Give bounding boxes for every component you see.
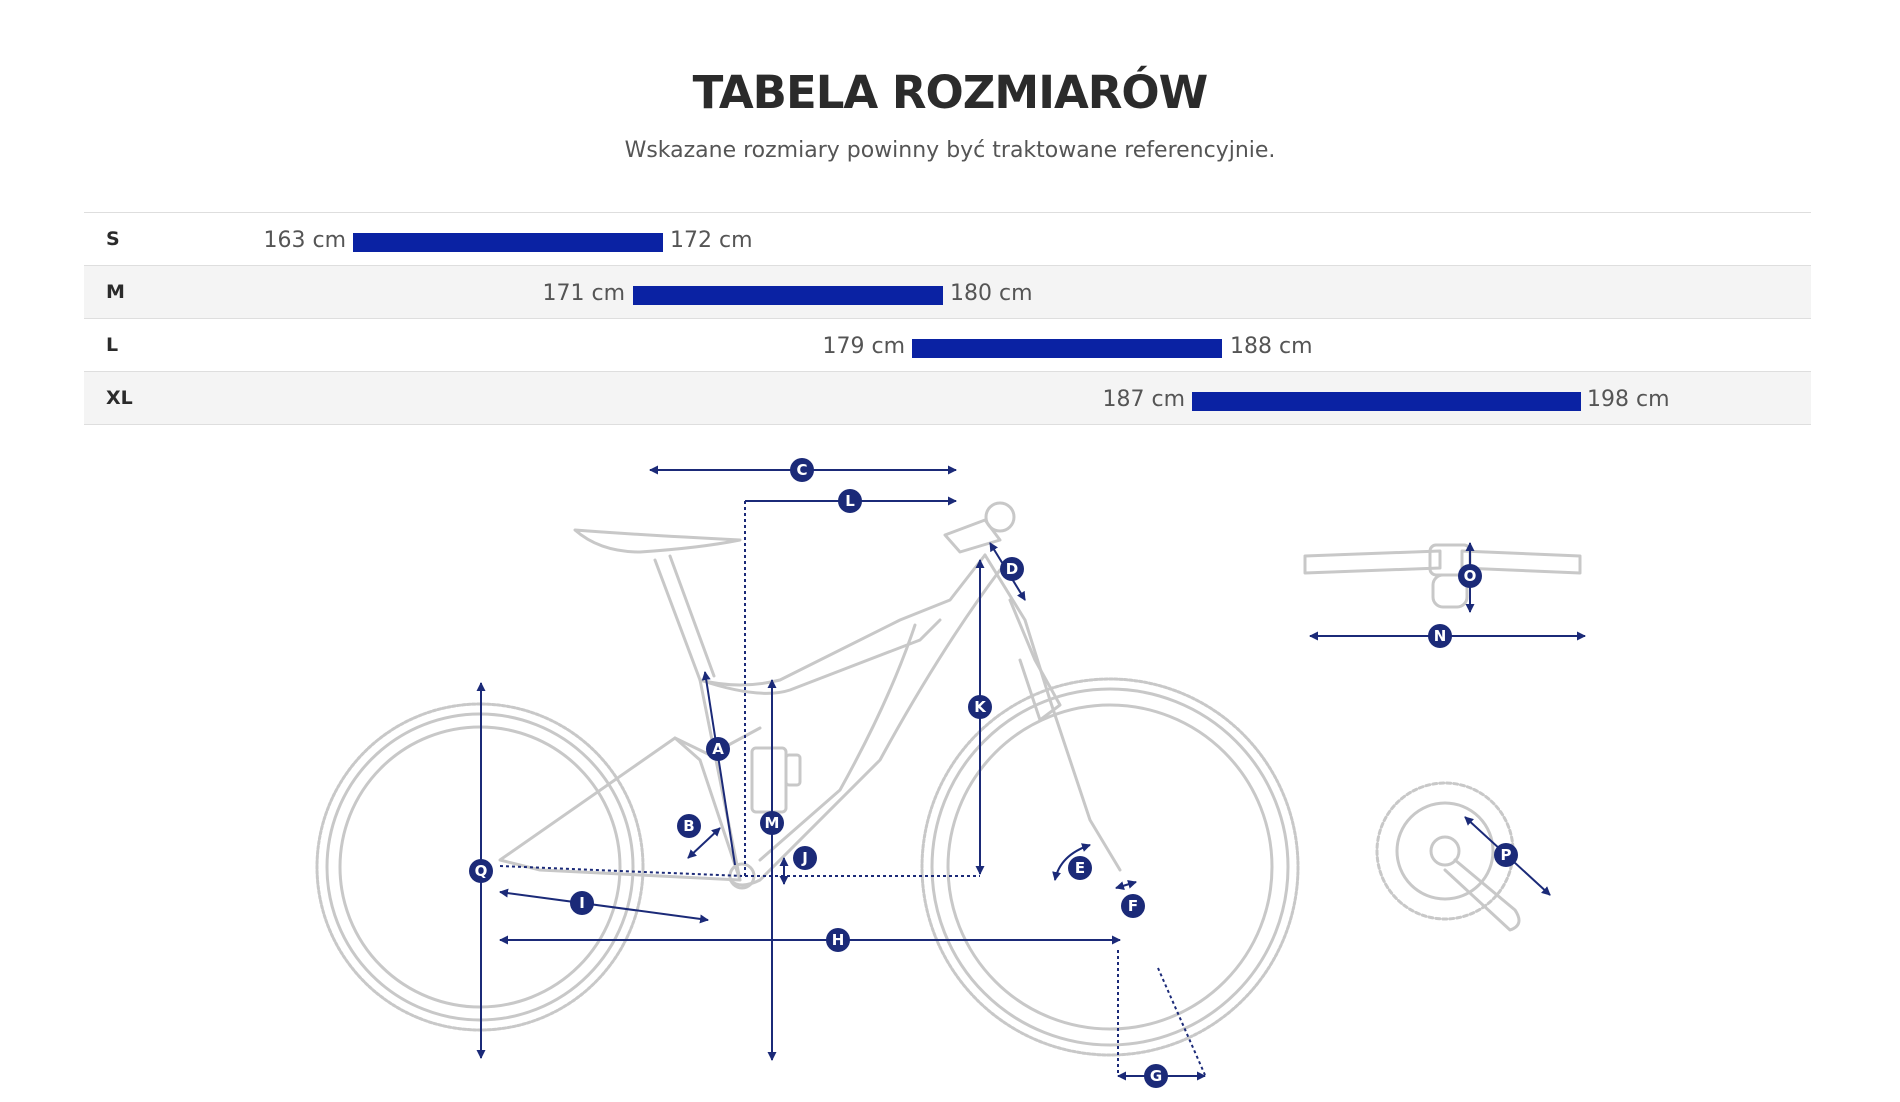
- size-row-m: M 171 cm 180 cm: [84, 265, 1811, 318]
- shock-reservoir: [784, 753, 802, 787]
- size-label: M: [106, 281, 125, 303]
- dim-i-line: [499, 888, 709, 924]
- svg-text:Q: Q: [475, 862, 488, 880]
- range-bar: [1192, 392, 1581, 411]
- size-label: XL: [106, 387, 133, 409]
- size-row-xl: XL 187 cm 198 cm: [84, 371, 1811, 425]
- rear-shock: [750, 746, 788, 814]
- top-tube: [698, 553, 987, 687]
- marker-h: H: [826, 928, 850, 952]
- top-tube-inner: [698, 618, 942, 695]
- marker-l: L: [838, 489, 862, 513]
- svg-text:D: D: [1006, 560, 1018, 578]
- range-max-label: 188 cm: [1230, 334, 1313, 359]
- marker-b: B: [677, 814, 701, 838]
- dimension-lines: [476, 465, 1586, 1081]
- marker-g: G: [1144, 1064, 1168, 1088]
- size-row-s: S 163 cm 172 cm: [84, 212, 1811, 265]
- chainring-inner: [1395, 801, 1495, 901]
- size-label: S: [106, 228, 120, 250]
- svg-text:J: J: [801, 849, 808, 867]
- svg-text:F: F: [1128, 897, 1138, 915]
- marker-a: A: [706, 737, 730, 761]
- svg-text:O: O: [1464, 567, 1477, 585]
- range-bar: [633, 286, 943, 305]
- range-max-label: 198 cm: [1587, 387, 1670, 412]
- seatpost: [653, 554, 716, 682]
- svg-text:B: B: [683, 817, 694, 835]
- svg-text:K: K: [974, 698, 987, 716]
- stem: [943, 518, 1002, 554]
- page-subtitle: Wskazane rozmiary powinny być traktowane…: [624, 138, 1276, 163]
- fork-upper: [1008, 598, 1062, 722]
- front-tire: [920, 677, 1300, 1057]
- range-bar: [353, 233, 663, 252]
- marker-p: P: [1494, 843, 1518, 867]
- handlebar-left: [1303, 549, 1442, 575]
- dim-g-guide-right: [1157, 967, 1206, 1076]
- saddle: [573, 528, 742, 554]
- range-min-label: 163 cm: [263, 228, 346, 253]
- rear-triangle: [498, 736, 742, 882]
- seat-tube: [698, 678, 742, 882]
- size-table: S 163 cm 172 cm M 171 cm 180 cm L 179 cm…: [84, 212, 1811, 425]
- dim-a-line: [701, 671, 736, 866]
- marker-e: E: [1068, 856, 1092, 880]
- range-min-label: 187 cm: [1102, 387, 1185, 412]
- range-min-label: 179 cm: [822, 334, 905, 359]
- svg-text:E: E: [1075, 859, 1085, 877]
- crank-spindle: [1429, 835, 1461, 867]
- svg-text:G: G: [1150, 1067, 1162, 1085]
- crank-arm: [1443, 858, 1521, 932]
- marker-q: Q: [469, 859, 493, 883]
- svg-text:P: P: [1501, 846, 1512, 864]
- marker-f: F: [1121, 894, 1145, 918]
- range-bar: [912, 339, 1222, 358]
- dim-f-line: [1115, 879, 1137, 891]
- geometry-markers: C L D K A B M J Q I H E F G O N P: [469, 458, 1518, 1088]
- marker-i: I: [570, 891, 594, 915]
- svg-text:C: C: [796, 461, 807, 479]
- svg-text:A: A: [712, 740, 724, 758]
- svg-text:I: I: [579, 894, 585, 912]
- down-tube-inner: [758, 623, 917, 862]
- size-label: L: [106, 334, 119, 356]
- handlebar-clamp: [984, 501, 1016, 533]
- svg-text:L: L: [845, 492, 855, 510]
- dim-j-guide: [499, 865, 743, 877]
- svg-text:N: N: [1434, 627, 1447, 645]
- range-max-label: 172 cm: [670, 228, 753, 253]
- marker-j: J: [793, 846, 817, 870]
- marker-n: N: [1428, 624, 1452, 648]
- marker-m: M: [760, 811, 784, 835]
- dim-b-line: [687, 827, 721, 859]
- down-tube: [728, 568, 1002, 887]
- svg-text:H: H: [832, 931, 845, 949]
- bike-geometry-diagram: C L D K A B M J Q I H E F G O N P: [315, 458, 1586, 1088]
- page-title: TABELA ROZMIARÓW: [692, 66, 1209, 119]
- range-max-label: 180 cm: [950, 281, 1033, 306]
- dim-e-arc: [1052, 843, 1091, 881]
- range-min-label: 171 cm: [542, 281, 625, 306]
- svg-text:M: M: [765, 814, 780, 832]
- marker-d: D: [1000, 557, 1024, 581]
- handlebar-right: [1460, 549, 1582, 575]
- bike-frame-drawing: [315, 501, 1582, 1057]
- front-rim: [946, 703, 1274, 1031]
- front-tire-inner: [930, 687, 1290, 1047]
- marker-o: O: [1458, 564, 1482, 588]
- size-row-l: L 179 cm 188 cm: [84, 318, 1811, 371]
- marker-k: K: [968, 695, 992, 719]
- marker-c: C: [790, 458, 814, 482]
